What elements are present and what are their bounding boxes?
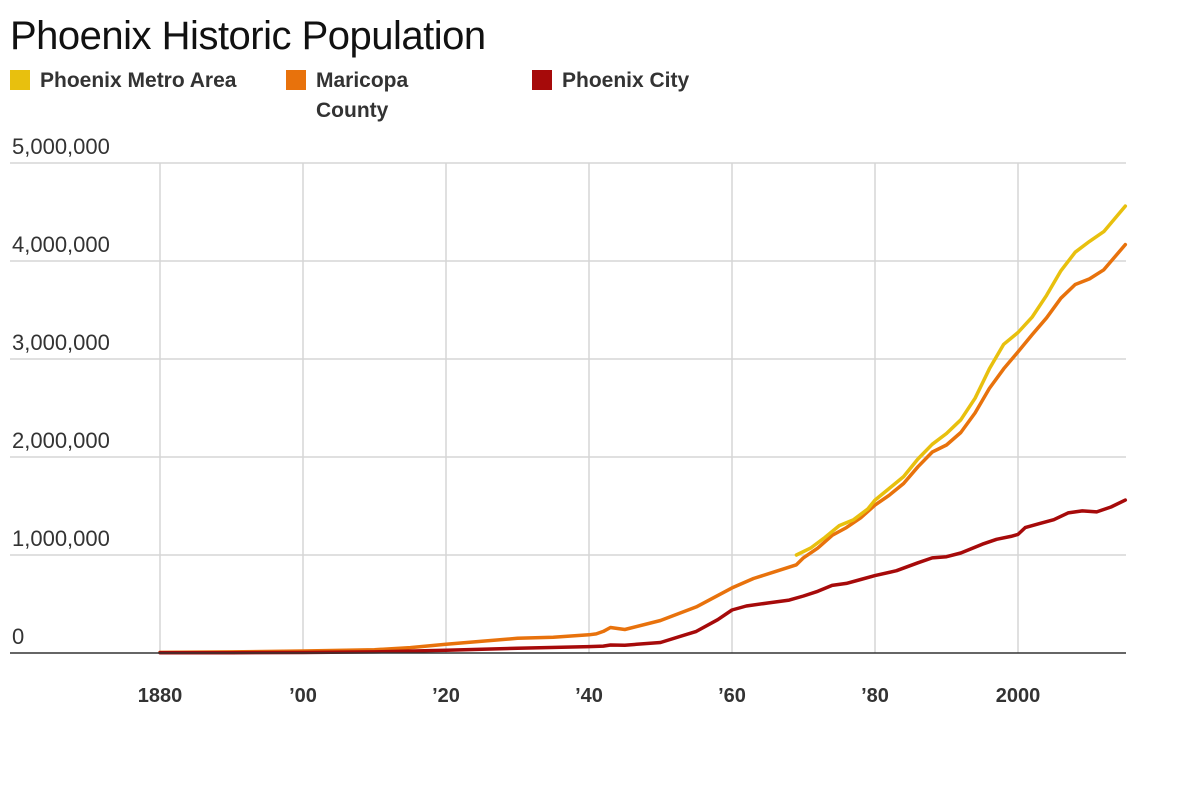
x-tick-label: ’20 bbox=[432, 685, 460, 707]
legend-label-city: Phoenix City bbox=[562, 69, 690, 92]
series-line-phoenix-city bbox=[158, 498, 1128, 655]
y-tick-label: 0 bbox=[12, 624, 24, 649]
y-tick-label: 1,000,000 bbox=[12, 526, 110, 551]
grid bbox=[10, 162, 1126, 653]
legend-label-metro: Phoenix Metro Area bbox=[40, 69, 237, 92]
legend-label-county: Maricopa County bbox=[316, 69, 409, 122]
x-tick-label: ’60 bbox=[718, 685, 746, 707]
x-tick-label: ’00 bbox=[289, 685, 317, 707]
x-tick-label: ’80 bbox=[861, 685, 889, 707]
y-tick-label: 3,000,000 bbox=[12, 330, 110, 355]
y-tick-label: 2,000,000 bbox=[12, 428, 110, 453]
series-layer bbox=[158, 204, 1128, 655]
legend-swatch-county bbox=[286, 70, 306, 90]
legend-swatch-city bbox=[532, 70, 552, 90]
axis-layer: 0 1,000,000 2,000,000 3,000,000 4,000,000 5,0… bbox=[10, 134, 1126, 707]
x-tick-label: ’40 bbox=[575, 685, 603, 707]
x-tick-label: 2000 bbox=[996, 685, 1041, 707]
legend-item-city: Phoenix City bbox=[532, 66, 772, 96]
legend-item-county: Maricopa County bbox=[286, 66, 456, 126]
series-line-phoenix-metro-area bbox=[794, 204, 1128, 557]
legend-item-metro: Phoenix Metro Area bbox=[10, 66, 250, 96]
legend-swatch-metro bbox=[10, 70, 30, 90]
y-tick-label: 4,000,000 bbox=[12, 232, 110, 257]
x-tick-label: 1880 bbox=[138, 685, 183, 707]
series-line-maricopa-county bbox=[158, 242, 1128, 655]
chart-title: Phoenix Historic Population bbox=[10, 14, 486, 58]
legend: Phoenix Metro Area Maricopa County Phoen… bbox=[10, 66, 1190, 126]
y-tick-label: 5,000,000 bbox=[12, 134, 110, 159]
